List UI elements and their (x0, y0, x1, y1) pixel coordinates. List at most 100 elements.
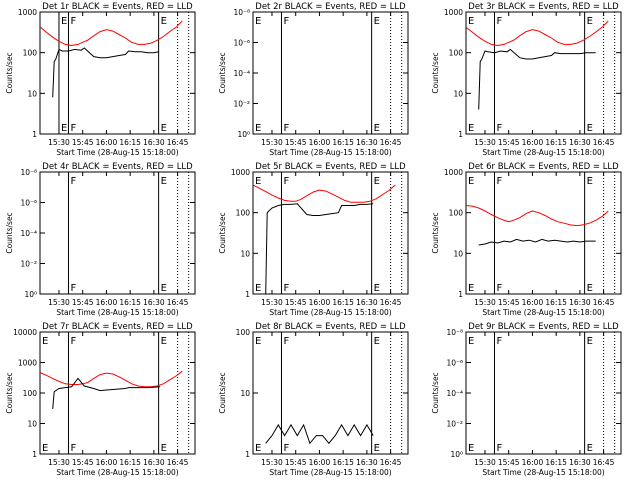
marker-label-bottom: F (283, 443, 289, 454)
x-tick-label: 16:30 (356, 458, 378, 467)
marker-label-top: E (42, 336, 48, 347)
y-axis-label: Counts/sec (218, 52, 227, 93)
chart-panel-9: Det 9r BLACK = Events, RED = LLD 15:30 15:… (431, 322, 622, 477)
x-tick-label: 16:45 (167, 298, 189, 307)
x-tick-label: 16:30 (569, 298, 591, 307)
plot-frame (465, 171, 622, 295)
x-tick-label: 16:15 (545, 458, 567, 467)
y-tick-label: 1000 (444, 8, 463, 17)
y-tick-label: 10000 (13, 328, 37, 337)
marker-label-top: E (468, 16, 474, 27)
x-tick-label: 16:15 (119, 298, 141, 307)
plot-frame (252, 331, 409, 455)
x-tick-label: 16:00 (309, 138, 331, 147)
y-tick-label: 10⁻⁴ (446, 389, 463, 398)
x-tick-label: 15:30 (48, 138, 70, 147)
marker-label-top: F (283, 336, 289, 347)
lld-series-line (39, 370, 183, 388)
y-tick-label: 10⁻⁸ (20, 168, 37, 177)
marker-label-top: E (255, 16, 261, 27)
marker-label-bottom: E (161, 443, 167, 454)
x-axis-label: Start Time (28-Aug-15 15:18:00) (269, 308, 391, 317)
marker-label-top: E (468, 336, 474, 347)
chart-panel-5: Det 5r BLACK = Events, RED = LLD 15:30 15:… (218, 162, 409, 317)
plot-frame (39, 171, 196, 295)
y-tick-label: 1 (32, 450, 37, 459)
event-series-line (52, 47, 159, 98)
x-tick-label: 15:45 (72, 458, 94, 467)
x-tick-label: 15:30 (48, 298, 70, 307)
plot-frame (252, 11, 409, 135)
x-tick-label: 16:45 (593, 298, 615, 307)
x-tick-label: 16:00 (522, 298, 544, 307)
marker-label-top: E (587, 176, 593, 187)
marker-label-top: E (587, 336, 593, 347)
x-tick-label: 15:30 (261, 458, 283, 467)
y-tick-label: 10 (453, 89, 463, 98)
chart-panel-2: Det 2r BLACK = Events, RED = LLD 15:30 15:… (218, 2, 409, 157)
marker-label-top: E (587, 16, 593, 27)
x-tick-label: 16:15 (332, 298, 354, 307)
marker-label-bottom: E (42, 443, 48, 454)
x-tick-label: 16:15 (545, 138, 567, 147)
y-tick-label: 10 (240, 249, 250, 258)
x-tick-label: 15:30 (48, 458, 70, 467)
x-tick-label: 16:30 (569, 458, 591, 467)
marker-label-top: E (255, 336, 261, 347)
x-tick-label: 16:30 (356, 138, 378, 147)
x-tick-label: 15:45 (498, 458, 520, 467)
y-tick-label: 10 (27, 89, 37, 98)
y-tick-label: 10 (453, 249, 463, 258)
marker-label-bottom: E (468, 443, 474, 454)
x-axis-label: Start Time (28-Aug-15 15:18:00) (269, 468, 391, 477)
x-tick-label: 16:30 (143, 138, 165, 147)
y-axis-label: Counts/sec (218, 372, 227, 413)
marker-label-bottom: E (255, 283, 261, 294)
x-tick-label: 16:00 (96, 458, 118, 467)
y-tick-label: 10⁻² (233, 100, 250, 109)
plot-frame (39, 331, 196, 455)
marker-label-top: F (283, 16, 289, 27)
x-tick-label: 16:30 (356, 298, 378, 307)
marker-label-bottom: E (255, 123, 261, 134)
x-tick-label: 16:00 (96, 138, 118, 147)
event-series-line (52, 377, 161, 409)
event-series-line (478, 238, 596, 246)
x-tick-label: 16:15 (332, 138, 354, 147)
y-tick-label: 100 (23, 49, 38, 58)
event-series-line (265, 203, 374, 295)
x-axis-label: Start Time (28-Aug-15 15:18:00) (269, 148, 391, 157)
y-tick-label: 10⁰ (24, 290, 37, 299)
lld-series-line (39, 20, 183, 47)
x-tick-label: 15:45 (285, 298, 307, 307)
y-tick-label: 1 (458, 290, 463, 299)
marker-label-bottom: F (70, 283, 76, 294)
x-axis-label: Start Time (28-Aug-15 15:18:00) (482, 148, 604, 157)
marker-label-top: F (70, 16, 76, 27)
y-tick-label: 1000 (231, 168, 250, 177)
chart-title: Det 6r BLACK = Events, RED = LLD (468, 162, 619, 172)
chart-panel-7: Det 7r BLACK = Events, RED = LLD 15:30 15:… (5, 322, 196, 477)
y-tick-label: 1 (245, 290, 250, 299)
marker-label-top: E (374, 336, 380, 347)
x-tick-label: 15:45 (72, 138, 94, 147)
marker-label-bottom: E (161, 283, 167, 294)
marker-label-top: E (468, 176, 474, 187)
x-tick-label: 15:45 (498, 138, 520, 147)
marker-label-bottom: F (70, 123, 76, 134)
marker-label-top: E (161, 176, 167, 187)
marker-label-top: F (496, 16, 502, 27)
x-tick-label: 16:45 (380, 458, 402, 467)
marker-label-bottom: F (283, 283, 289, 294)
y-tick-label: 10⁻² (446, 420, 463, 429)
chart-panel-6: Det 6r BLACK = Events, RED = LLD 15:30 15:… (431, 162, 622, 317)
marker-label-top: F (283, 176, 289, 187)
plot-frame (252, 171, 409, 295)
x-tick-label: 15:30 (261, 298, 283, 307)
y-tick-label: 10⁻⁴ (233, 69, 250, 78)
x-axis-label: Start Time (28-Aug-15 15:18:00) (482, 468, 604, 477)
y-tick-label: 10 (27, 420, 37, 429)
chart-panel-1: Det 1r BLACK = Events, RED = LLD 15:30 15:… (5, 2, 196, 157)
marker-label-bottom: F (496, 123, 502, 134)
